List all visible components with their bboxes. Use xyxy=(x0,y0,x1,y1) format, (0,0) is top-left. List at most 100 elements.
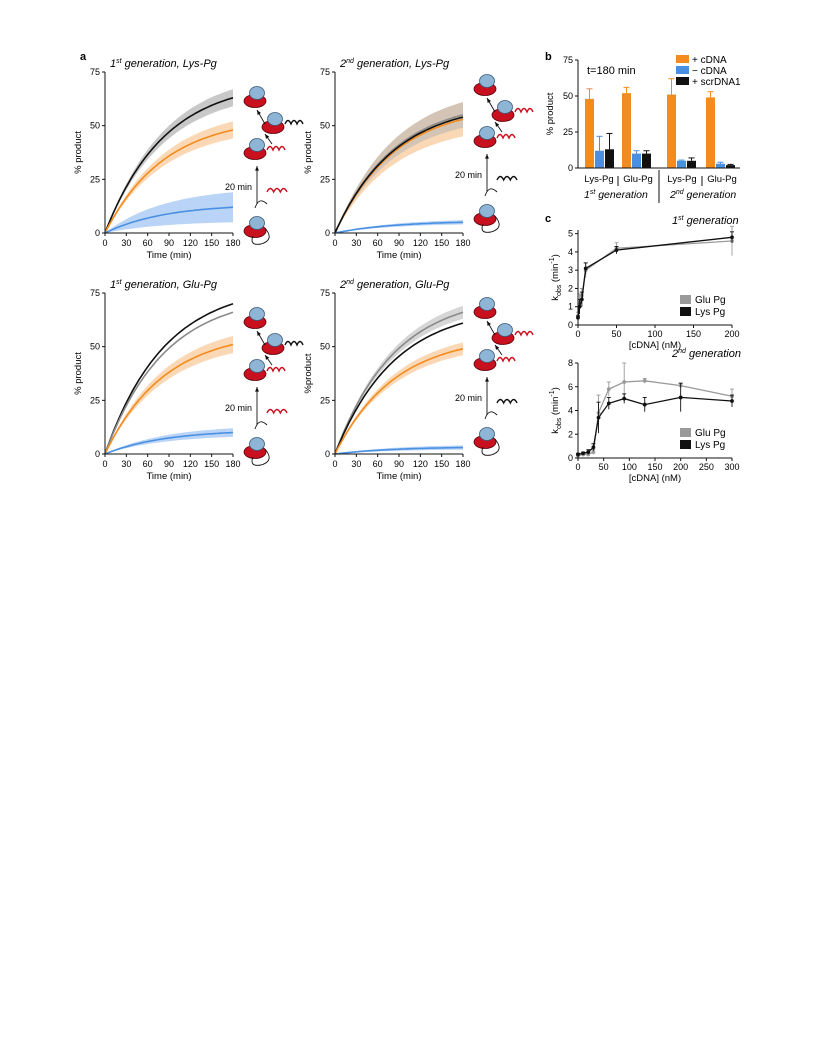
dna-strand xyxy=(266,145,286,152)
arrow-head xyxy=(255,387,259,392)
arrow-head xyxy=(257,110,261,115)
loop-strand xyxy=(481,215,500,233)
x-tick-label: 180 xyxy=(455,459,470,469)
dna-strand xyxy=(284,340,304,347)
data-point xyxy=(606,401,611,406)
legend-label: Lys Pg xyxy=(695,307,725,318)
x-tick-label: 30 xyxy=(121,238,131,248)
series-black-line xyxy=(334,116,464,234)
group-label: 2nd generation xyxy=(669,189,736,201)
y-tick-label: 8 xyxy=(568,358,573,368)
x-tick-label: 90 xyxy=(394,459,404,469)
x-tick-label: 120 xyxy=(183,238,198,248)
y-tick-label: 25 xyxy=(90,395,100,405)
legend-swatch xyxy=(680,307,691,316)
legend-swatch xyxy=(676,55,689,63)
y-tick-label: 25 xyxy=(563,127,573,137)
time-label: 20 min xyxy=(225,403,252,413)
series-black-line xyxy=(104,97,234,234)
y-tick-label: 6 xyxy=(568,382,573,392)
x-tick-label: 100 xyxy=(622,462,637,472)
chart-a4: 2nd generation, Glu-Pg 0 30 60 90 120 150 180 0 2… xyxy=(303,279,471,482)
enzyme-head xyxy=(497,323,513,337)
y-tick-label: 4 xyxy=(568,247,573,257)
data-point xyxy=(730,399,734,403)
x-tick-label: 0 xyxy=(102,459,107,469)
arrow-head xyxy=(255,166,259,171)
enzyme-head xyxy=(479,126,495,140)
chart-a2: 2nd generation, Lys-Pg 0 30 60 90 120 150 180 0 2… xyxy=(303,58,471,261)
y-axis-label: %product xyxy=(303,353,314,393)
dna-strand xyxy=(496,356,516,363)
curl-arrow xyxy=(254,200,268,209)
x-tick-label: 90 xyxy=(164,459,174,469)
panel-label-b: b xyxy=(545,51,552,63)
data-point xyxy=(591,445,596,450)
x-tick-label: 30 xyxy=(121,459,131,469)
x-tick-label: 300 xyxy=(724,462,739,472)
enzyme-head xyxy=(479,427,495,441)
bar-0-3 xyxy=(706,97,715,168)
y-tick-label: 5 xyxy=(568,229,573,239)
y-axis-label: % product xyxy=(303,131,314,174)
x-tick-label: 60 xyxy=(373,459,383,469)
x-tick-label: 30 xyxy=(351,238,361,248)
enzyme-head xyxy=(479,297,495,311)
schematic-a4: 20 min xyxy=(455,297,534,456)
x-tick-label: 150 xyxy=(647,462,662,472)
y-tick-label: 3 xyxy=(568,265,573,275)
x-axis-label: Time (min) xyxy=(376,471,421,482)
arrow-head xyxy=(257,331,261,336)
bar-2-0 xyxy=(605,149,614,168)
x-tick-label: 180 xyxy=(225,238,240,248)
y-tick-label: 75 xyxy=(90,67,100,77)
x-axis-label: Time (min) xyxy=(146,250,191,261)
x-axis-label: [cDNA] (nM) xyxy=(629,340,681,351)
enzyme-head xyxy=(479,204,495,218)
series-blue-line xyxy=(104,431,234,455)
legend-swatch xyxy=(676,66,689,74)
series-blue-line xyxy=(334,221,463,234)
x-tick-label: 150 xyxy=(434,238,449,248)
schematic-a2: 20 min xyxy=(455,74,534,233)
y-tick-label: 75 xyxy=(320,67,330,77)
x-axis-label: [cDNA] (nM) xyxy=(629,473,681,484)
dna-strand xyxy=(266,408,288,415)
enzyme-head xyxy=(267,333,283,347)
dna-strand xyxy=(266,366,286,373)
chart-title: 2nd generation xyxy=(671,348,741,360)
y-tick-label: 75 xyxy=(320,288,330,298)
x-tick-label: 200 xyxy=(673,462,688,472)
x-axis-label: Time (min) xyxy=(146,471,191,482)
dna-strand xyxy=(496,398,518,405)
series-grey-band xyxy=(335,305,463,454)
data-point xyxy=(642,378,647,383)
dna-strand xyxy=(514,330,534,337)
schematic-a1: 20 min xyxy=(225,86,304,245)
y-tick-label: 0 xyxy=(95,228,100,238)
x-tick-label: 60 xyxy=(373,238,383,248)
series-blue-line xyxy=(104,206,234,234)
series-1-line xyxy=(577,396,733,456)
enzyme-head xyxy=(249,138,265,152)
data-point xyxy=(596,415,601,420)
bar-2-3 xyxy=(726,165,735,168)
x-tick-label: 200 xyxy=(724,329,739,339)
arrow-head xyxy=(265,134,270,139)
series-black-line xyxy=(334,322,464,455)
dna-strand xyxy=(514,107,534,114)
legend-swatch xyxy=(676,77,689,85)
bar-1-3 xyxy=(716,163,725,168)
enzyme-head xyxy=(249,307,265,321)
y-tick-label: 0 xyxy=(95,449,100,459)
y-tick-label: 4 xyxy=(568,406,573,416)
data-point xyxy=(591,450,596,454)
y-tick-label: 75 xyxy=(90,288,100,298)
data-point xyxy=(642,402,647,407)
loop-strand xyxy=(251,227,270,245)
series-grey-line xyxy=(334,311,464,455)
data-point xyxy=(730,235,734,240)
legend-label: − cDNA xyxy=(692,66,727,77)
y-tick-label: 1 xyxy=(568,302,573,312)
